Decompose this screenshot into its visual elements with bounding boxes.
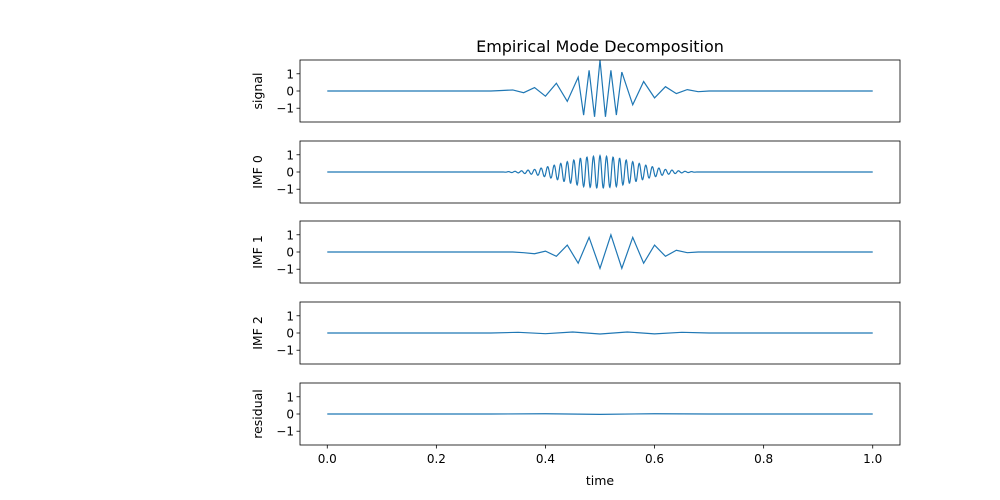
y-tick-label: 1 xyxy=(286,67,294,81)
y-tick-label: 0 xyxy=(286,166,294,180)
y-tick-label: 1 xyxy=(286,228,294,242)
y-tick-label: 0 xyxy=(286,327,294,341)
y-tick-label: −1 xyxy=(276,183,294,197)
y-tick-label: −1 xyxy=(276,425,294,439)
series-line-4 xyxy=(327,331,873,335)
x-tick-label: 1.0 xyxy=(863,452,882,466)
x-tick-label: 0.2 xyxy=(427,452,446,466)
y-tick-label: −1 xyxy=(276,344,294,358)
y-tick-label: 1 xyxy=(286,390,294,404)
y-tick-label: 0 xyxy=(286,85,294,99)
y-axis-label: IMF 2 xyxy=(250,316,265,350)
x-tick-label: 0.4 xyxy=(536,452,555,466)
series-line-5 xyxy=(327,413,873,415)
series-line-3 xyxy=(327,232,873,271)
series-line-1 xyxy=(327,59,873,117)
series-line-2 xyxy=(327,153,873,189)
panels-group: 1 0 −1 signal 1 0 −1 IMF 0 1 0 −1 IMF 1 1 0 −1 IMF 2 1 0 −… xyxy=(250,59,901,466)
y-tick-label: −1 xyxy=(276,102,294,116)
y-tick-label: −1 xyxy=(276,263,294,277)
y-axis-label: IMF 1 xyxy=(250,235,265,269)
x-axis-label: time xyxy=(586,473,615,488)
x-tick-label: 0.8 xyxy=(754,452,773,466)
y-axis-label: residual xyxy=(250,389,265,439)
y-tick-label: 1 xyxy=(286,148,294,162)
y-tick-label: 0 xyxy=(286,408,294,422)
y-tick-label: 1 xyxy=(286,309,294,323)
chart-title: Empirical Mode Decomposition xyxy=(476,37,724,56)
y-axis-label: IMF 0 xyxy=(250,155,265,189)
y-axis-label: signal xyxy=(250,73,265,110)
x-tick-label: 0.6 xyxy=(645,452,664,466)
x-tick-label: 0.0 xyxy=(318,452,337,466)
y-tick-label: 0 xyxy=(286,246,294,260)
